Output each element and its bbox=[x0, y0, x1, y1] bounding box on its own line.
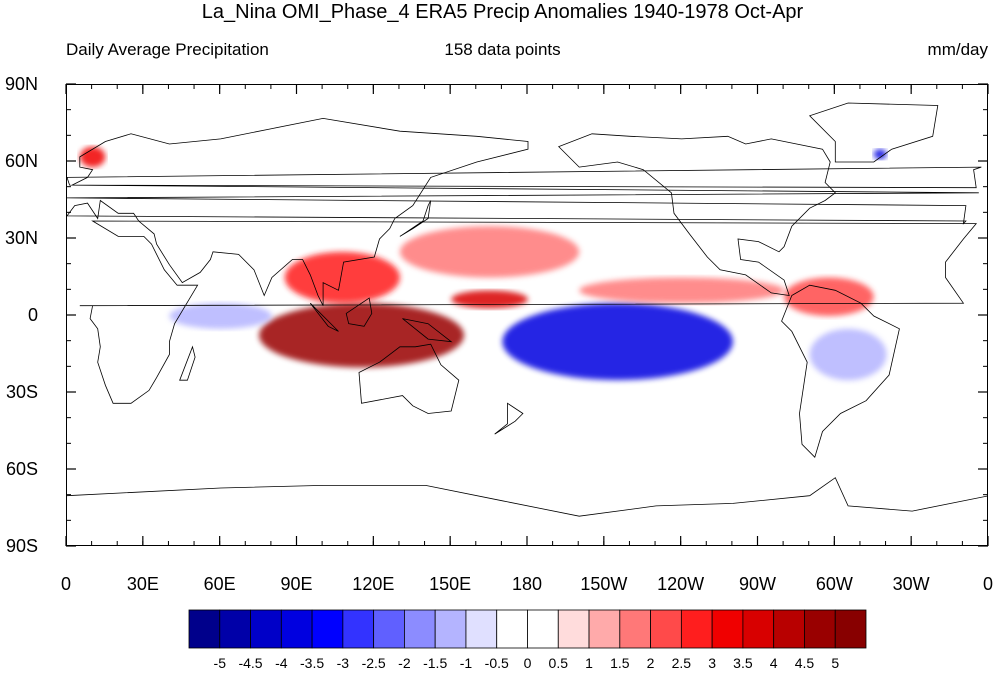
colorbar-swatch bbox=[680, 609, 713, 649]
lon-label: 150W bbox=[580, 574, 628, 594]
anomaly-region-0 bbox=[259, 303, 464, 368]
colorbar-swatch bbox=[711, 609, 744, 649]
colorbar-label: 2 bbox=[646, 655, 655, 671]
colorbar-swatch bbox=[188, 609, 221, 649]
lat-label: 90S bbox=[5, 536, 38, 556]
lon-label: 120E bbox=[352, 574, 395, 594]
coastline-7 bbox=[402, 318, 453, 343]
lat-label: 60S bbox=[5, 459, 38, 479]
lat-label: 0 bbox=[27, 305, 38, 325]
lon-label: 30E bbox=[126, 574, 159, 594]
anomaly-region-2 bbox=[451, 290, 528, 309]
lon-label: 180 bbox=[511, 574, 543, 594]
coastline-3 bbox=[399, 200, 432, 237]
anomaly-region-5 bbox=[169, 303, 272, 329]
colorbar-swatch bbox=[496, 609, 528, 649]
subtitle-count: 158 data points bbox=[444, 40, 561, 59]
colorbar-swatch bbox=[250, 609, 282, 649]
colorbar-label: -4.5 bbox=[238, 655, 263, 671]
anomaly-region-1 bbox=[284, 251, 400, 304]
colorbar-label: 3.5 bbox=[733, 655, 753, 671]
anomaly-region-9 bbox=[873, 149, 887, 160]
colorbar-label: -1.5 bbox=[423, 655, 448, 671]
colorbar-swatch bbox=[219, 609, 251, 649]
anomaly-region-8 bbox=[809, 328, 887, 381]
lon-label: 30W bbox=[892, 574, 930, 594]
lon-label: 90E bbox=[280, 574, 313, 594]
colorbar-label: -3 bbox=[336, 655, 350, 671]
coastlines bbox=[67, 102, 987, 517]
coastline-2 bbox=[67, 117, 979, 306]
colorbar-label: -1 bbox=[459, 655, 473, 671]
colorbar-swatch bbox=[588, 609, 621, 649]
colorbar-label: -3.5 bbox=[300, 655, 325, 671]
map-panel bbox=[66, 84, 988, 546]
anomaly-region-3 bbox=[399, 226, 580, 278]
map-title: La_Nina OMI_Phase_4 ERA5 Precip Anomalie… bbox=[201, 1, 804, 23]
lat-label: 30S bbox=[5, 382, 38, 402]
colorbar bbox=[188, 609, 867, 649]
coastline-0 bbox=[79, 220, 978, 404]
lon-label: 60W bbox=[815, 574, 853, 594]
colorbar-swatch bbox=[342, 609, 375, 649]
colorbar-label: 5 bbox=[831, 655, 840, 671]
colorbar-swatch bbox=[404, 609, 436, 649]
colorbar-label: 0 bbox=[523, 655, 532, 671]
lat-label: 30N bbox=[4, 228, 38, 248]
anomaly-field bbox=[79, 146, 887, 381]
colorbar-swatch bbox=[311, 609, 344, 649]
coastline-4 bbox=[67, 166, 982, 189]
colorbar-swatch bbox=[773, 609, 805, 649]
lon-label: 120W bbox=[657, 574, 705, 594]
lon-label: 60E bbox=[203, 574, 236, 594]
colorbar-swatch bbox=[280, 609, 313, 649]
coastline-13 bbox=[67, 477, 987, 517]
colorbar-label: 0.5 bbox=[548, 655, 568, 671]
lon-label: 0 bbox=[982, 574, 994, 594]
coastline-8 bbox=[358, 343, 460, 414]
coastline-6 bbox=[309, 302, 339, 332]
colorbar-swatch bbox=[619, 609, 651, 649]
lon-label: 150E bbox=[429, 574, 472, 594]
colorbar-swatch bbox=[834, 609, 867, 649]
precip-anomaly-map bbox=[67, 102, 987, 517]
coastline-11 bbox=[808, 102, 939, 163]
lon-label: 0 bbox=[60, 574, 72, 594]
colorbar-swatch bbox=[373, 609, 405, 649]
coastline-5 bbox=[345, 297, 373, 327]
colorbar-label: 3 bbox=[708, 655, 717, 671]
colorbar-label: 4.5 bbox=[794, 655, 815, 671]
anomaly-region-4 bbox=[502, 303, 733, 381]
colorbar-label: -0.5 bbox=[484, 655, 509, 671]
colorbar-label: -5 bbox=[213, 655, 226, 671]
colorbar-swatch bbox=[557, 609, 590, 649]
colorbar-label: 1 bbox=[585, 655, 593, 671]
lon-label: 90W bbox=[738, 574, 777, 594]
coastline-10 bbox=[557, 133, 836, 296]
colorbar-label: 1.5 bbox=[610, 655, 630, 671]
colorbar-swatch bbox=[434, 609, 467, 649]
lat-label: 60N bbox=[4, 151, 38, 171]
anomaly-region-6 bbox=[579, 277, 785, 304]
colorbar-swatch bbox=[465, 609, 498, 649]
colorbar-label: -2.5 bbox=[361, 655, 386, 671]
subtitle-variable: Daily Average Precipitation bbox=[66, 40, 269, 59]
subtitle-units: mm/day bbox=[927, 40, 988, 59]
coastline-1 bbox=[179, 345, 196, 381]
coastline-9 bbox=[494, 402, 524, 435]
colorbar-swatch bbox=[804, 609, 836, 649]
colorbar-swatch bbox=[742, 609, 775, 649]
coastline-12 bbox=[781, 284, 900, 458]
colorbar-label: -4 bbox=[275, 655, 288, 671]
lat-label: 90N bbox=[4, 74, 38, 94]
anomaly-region-7 bbox=[784, 277, 874, 316]
colorbar-swatch bbox=[650, 609, 682, 649]
colorbar-swatch bbox=[527, 609, 559, 649]
colorbar-label: 4 bbox=[769, 655, 778, 671]
colorbar-label: 2.5 bbox=[671, 655, 692, 671]
anomaly-region-10 bbox=[79, 146, 106, 168]
colorbar-label: -2 bbox=[398, 655, 411, 671]
